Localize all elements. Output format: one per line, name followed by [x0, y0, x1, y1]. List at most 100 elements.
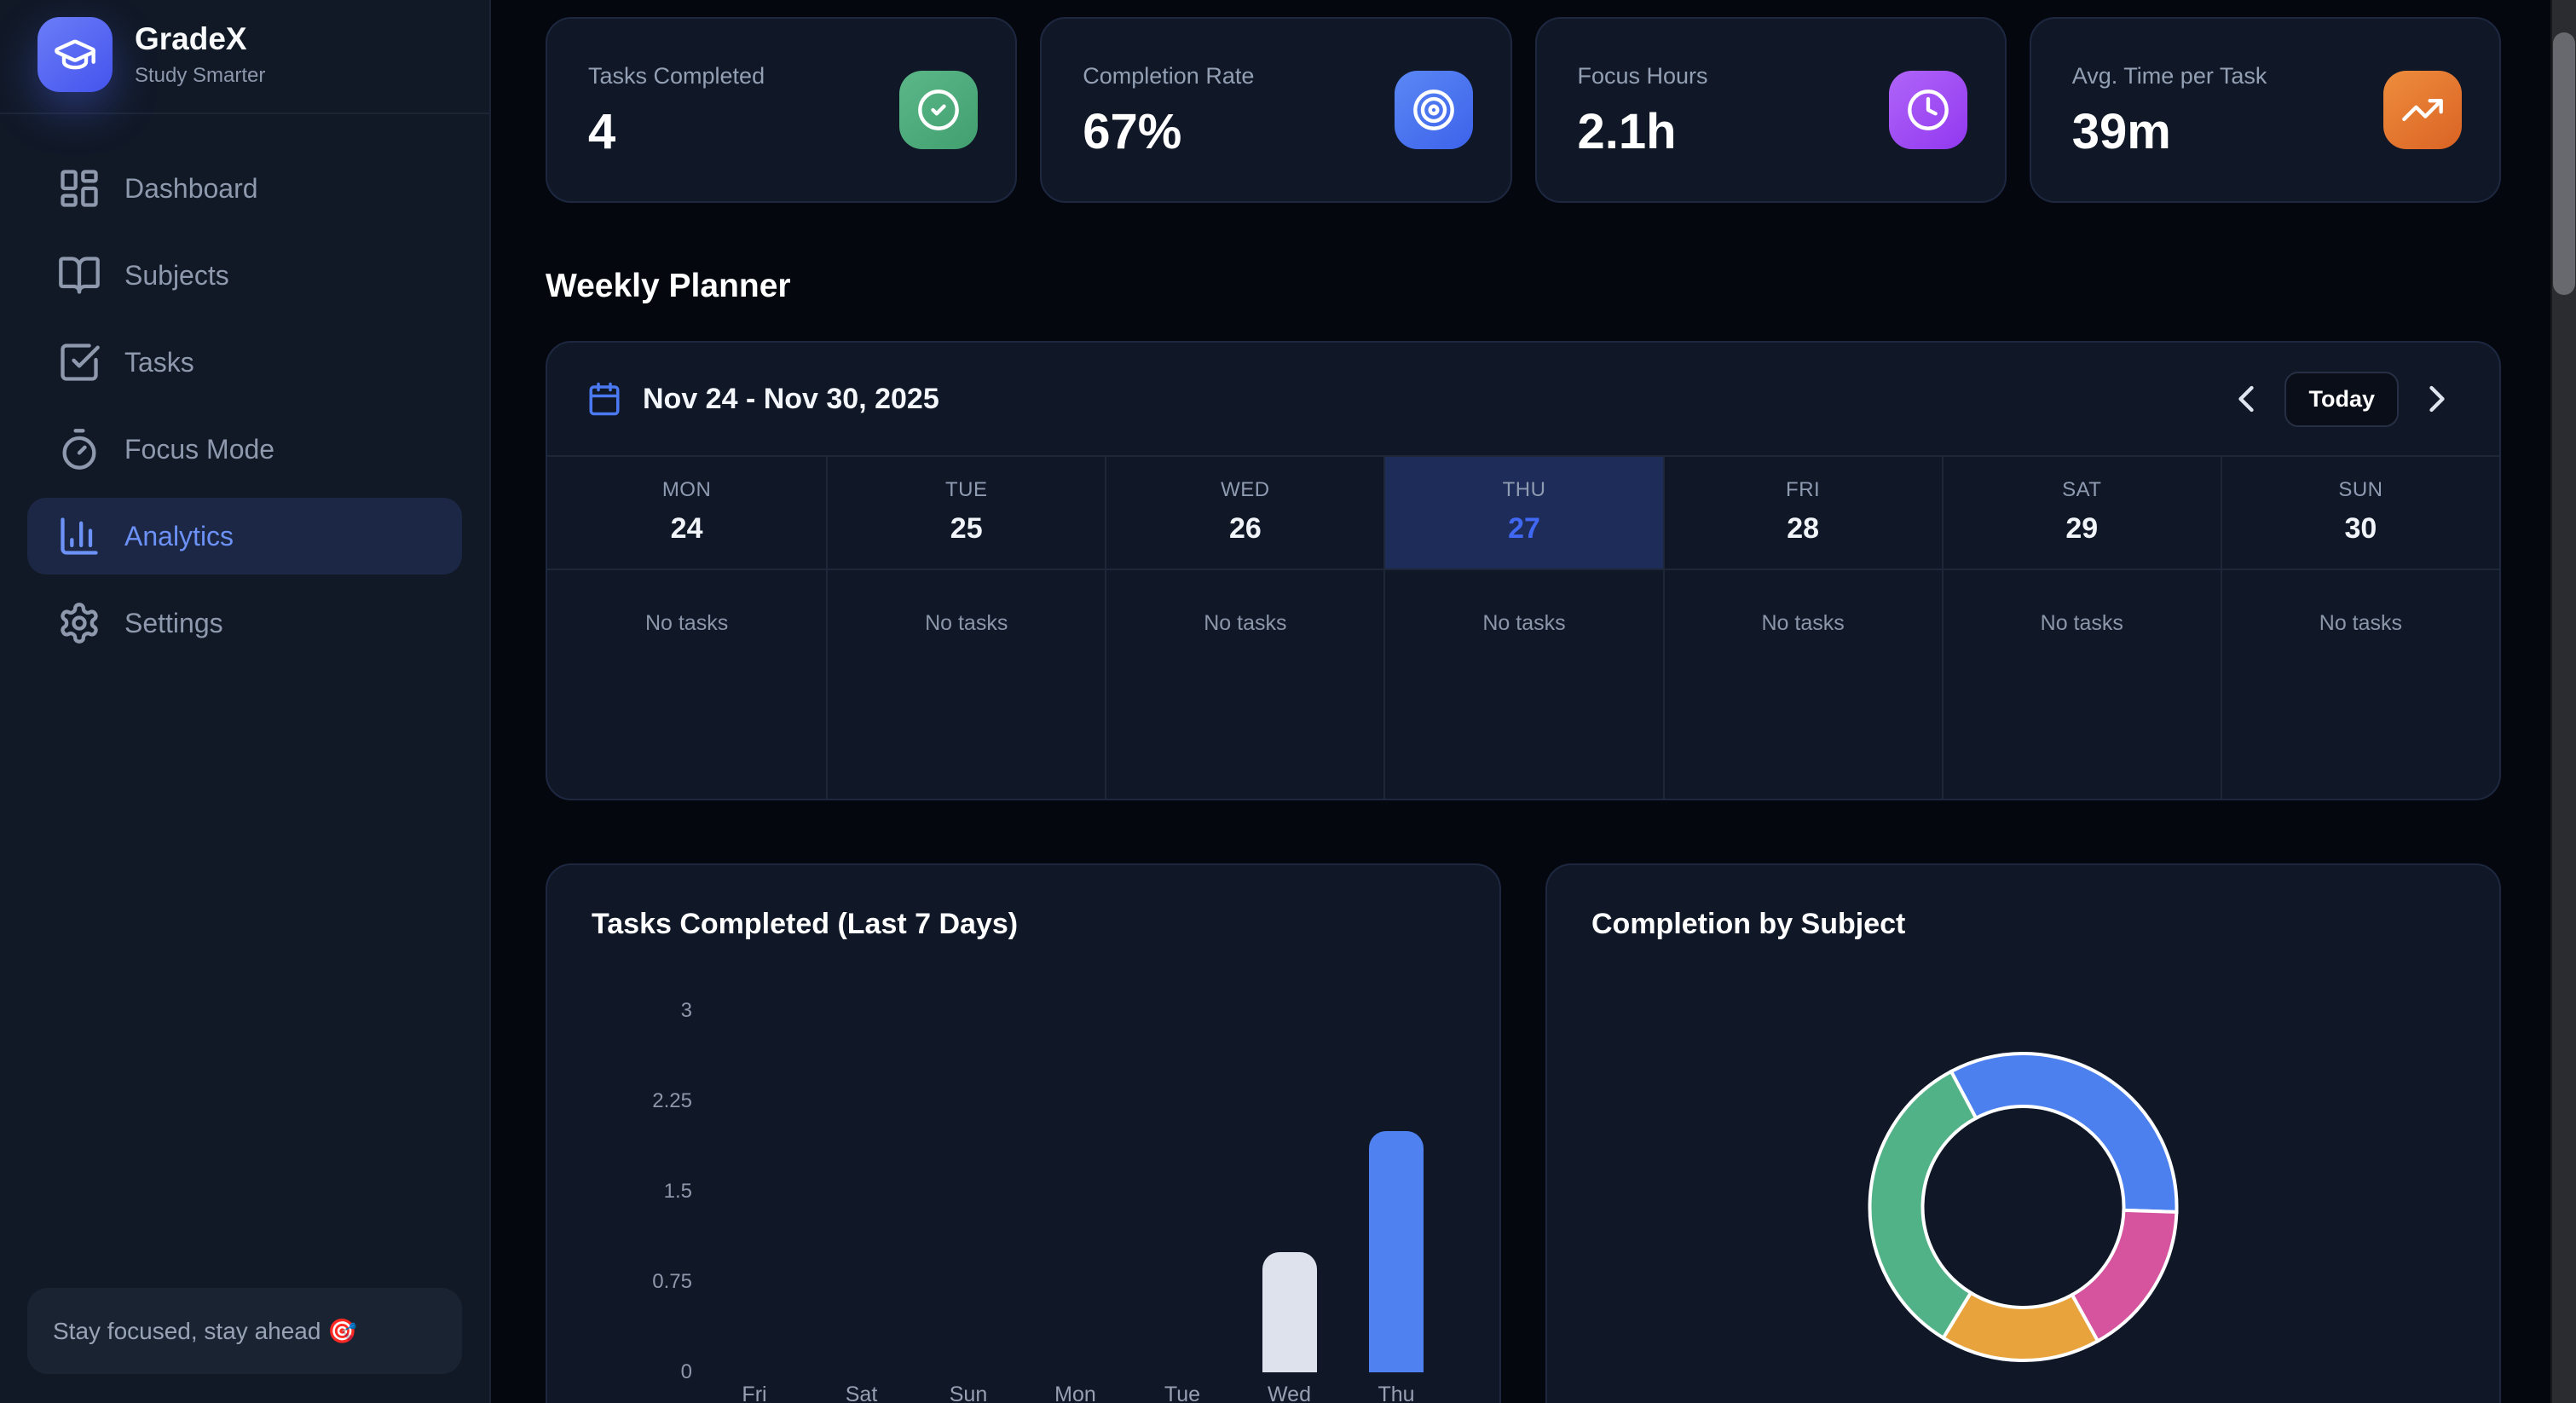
y-axis-tick: 1.5	[663, 1180, 692, 1203]
day-cell-fri[interactable]: No tasks	[1662, 569, 1942, 799]
x-axis-label: Sat	[845, 1383, 878, 1403]
day-number: 29	[2065, 512, 2099, 545]
next-week-button[interactable]	[2414, 376, 2460, 422]
stat-label: Tasks Completed	[588, 63, 765, 89]
sidebar-item-label: Analytics	[124, 520, 234, 551]
day-header-mon[interactable]: MON 24	[547, 457, 826, 569]
stat-card-completion-rate: Completion Rate 67%	[1040, 17, 1512, 203]
day-header-sun[interactable]: SUN 30	[2220, 457, 2499, 569]
day-abbr: FRI	[1786, 478, 1821, 501]
stats-row: Tasks Completed 4 Completion Rate 67% Focus …	[546, 17, 2501, 203]
day-number: 30	[2344, 512, 2377, 545]
sidebar-item-analytics[interactable]: Analytics	[27, 498, 462, 574]
no-tasks-label: No tasks	[1761, 611, 1845, 635]
no-tasks-label: No tasks	[644, 611, 729, 635]
stat-value: 4	[588, 104, 616, 159]
planner-controls: Today	[2223, 371, 2460, 427]
calendar-icon	[586, 381, 622, 417]
day-abbr: MON	[661, 478, 712, 501]
sidebar-item-tasks[interactable]: Tasks	[27, 324, 462, 401]
main-content: Tasks Completed 4 Completion Rate 67% Focus …	[491, 0, 2501, 1403]
charts-row: Tasks Completed (Last 7 Days) 0 0.75 1.5 2.…	[546, 863, 2501, 1403]
x-axis-label: Thu	[1378, 1383, 1415, 1403]
day-abbr: WED	[1221, 478, 1270, 501]
no-tasks-label: No tasks	[2040, 611, 2123, 635]
stat-card-avg-time-per-task: Avg. Time per Task 39m	[2029, 17, 2501, 203]
app-name: GradeX	[135, 21, 247, 57]
day-header-wed[interactable]: WED 26	[1105, 457, 1383, 569]
sidebar-item-focus-mode[interactable]: Focus Mode	[27, 411, 462, 488]
day-cell-sun[interactable]: No tasks	[2220, 569, 2499, 799]
sidebar-item-settings[interactable]: Settings	[27, 585, 462, 661]
stat-value: 2.1h	[1577, 104, 1677, 159]
donut-segment-blue	[1949, 1052, 2179, 1214]
stat-icon-badge	[1394, 71, 1473, 149]
bar-thu	[1369, 1131, 1424, 1372]
sidebar: GradeX Study Smarter Dashboard Subjects Ta…	[0, 0, 491, 1403]
planner-section-title: Weekly Planner	[546, 268, 791, 304]
chevron-right-icon	[2429, 385, 2445, 413]
today-button[interactable]: Today	[2284, 371, 2399, 427]
donut-chart	[1868, 1052, 2179, 1362]
day-header-tue[interactable]: TUE 25	[826, 457, 1105, 569]
sidebar-item-dashboard[interactable]: Dashboard	[27, 150, 462, 227]
day-cell-tue[interactable]: No tasks	[826, 569, 1106, 799]
bar-wed	[1262, 1251, 1317, 1372]
stat-value: 39m	[2071, 104, 2171, 159]
planner-header: Nov 24 - Nov 30, 2025 Today	[547, 343, 2499, 455]
stat-card-focus-hours: Focus Hours 2.1h	[1534, 17, 2007, 203]
day-abbr: TUE	[944, 478, 988, 501]
no-tasks-label: No tasks	[925, 611, 1008, 635]
bar-chart-title: Tasks Completed (Last 7 Days)	[592, 908, 1019, 940]
sidebar-item-label: Tasks	[124, 346, 194, 378]
day-number: 28	[1787, 512, 1820, 545]
stat-icon-badge	[1888, 71, 1967, 149]
day-cell-thu[interactable]: No tasks	[1383, 569, 1663, 799]
donut-segment-green	[1868, 1069, 1978, 1341]
timer-icon	[62, 429, 96, 470]
bar-chart-plot: 0 0.75 1.5 2.25 3 Fri Sat Sun Mon Tue Wed Thu	[592, 951, 1455, 1403]
book-open-icon	[59, 257, 100, 294]
vertical-scrollbar[interactable]	[2550, 0, 2576, 1403]
app-tagline: Study Smarter	[135, 63, 266, 87]
donut-chart-wrap	[1591, 951, 2455, 1403]
x-axis-label: Mon	[1054, 1383, 1096, 1403]
sidebar-footer-note: Stay focused, stay ahead 🎯	[27, 1288, 462, 1374]
day-header-fri[interactable]: FRI 28	[1662, 457, 1942, 569]
y-axis-tick: 0.75	[652, 1270, 692, 1293]
sidebar-item-label: Subjects	[124, 259, 229, 291]
week-grid: MON 24 TUE 25 WED 26 THU 27 FRI 28 SAT 29 SUN 30 No ta…	[547, 455, 2499, 799]
donut-chart-card: Completion by Subject	[1545, 863, 2501, 1403]
sidebar-item-label: Dashboard	[124, 172, 258, 204]
day-header-sat[interactable]: SAT 29	[1941, 457, 2221, 569]
day-cell-wed[interactable]: No tasks	[1105, 569, 1384, 799]
day-number: 27	[1508, 512, 1540, 545]
scrollbar-thumb[interactable]	[2553, 32, 2575, 295]
no-tasks-label: No tasks	[1482, 611, 1566, 635]
day-cell-mon[interactable]: No tasks	[547, 569, 827, 799]
weekly-planner-panel: Nov 24 - Nov 30, 2025 Today MON 24 TUE 25 WE…	[546, 341, 2501, 800]
day-cell-sat[interactable]: No tasks	[1941, 569, 2221, 799]
y-axis-tick: 3	[680, 999, 692, 1022]
calendar-icon	[589, 382, 620, 416]
stat-card-tasks-completed: Tasks Completed 4	[546, 17, 1018, 203]
circle-check-icon	[918, 89, 960, 130]
day-header-thu[interactable]: THU 27	[1383, 457, 1663, 569]
day-abbr: SUN	[2338, 478, 2383, 501]
sidebar-item-subjects[interactable]: Subjects	[27, 237, 462, 314]
donut-chart-title: Completion by Subject	[1591, 908, 1906, 940]
x-axis-label: Wed	[1268, 1383, 1311, 1403]
no-tasks-label: No tasks	[1204, 611, 1287, 635]
stat-icon-badge	[2383, 71, 2462, 149]
day-number: 26	[1228, 512, 1262, 545]
y-axis-tick: 0	[680, 1360, 692, 1383]
graduation-cap-icon	[55, 39, 95, 70]
bar-chart-card: Tasks Completed (Last 7 Days) 0 0.75 1.5 2.…	[546, 863, 1501, 1403]
prev-week-button[interactable]	[2223, 376, 2269, 422]
stat-label: Avg. Time per Task	[2071, 63, 2267, 89]
app-title-block: GradeX Study Smarter	[135, 21, 265, 88]
clock-icon	[1907, 89, 1949, 130]
sidebar-item-label: Settings	[124, 607, 223, 638]
y-axis-tick: 2.25	[652, 1089, 692, 1112]
